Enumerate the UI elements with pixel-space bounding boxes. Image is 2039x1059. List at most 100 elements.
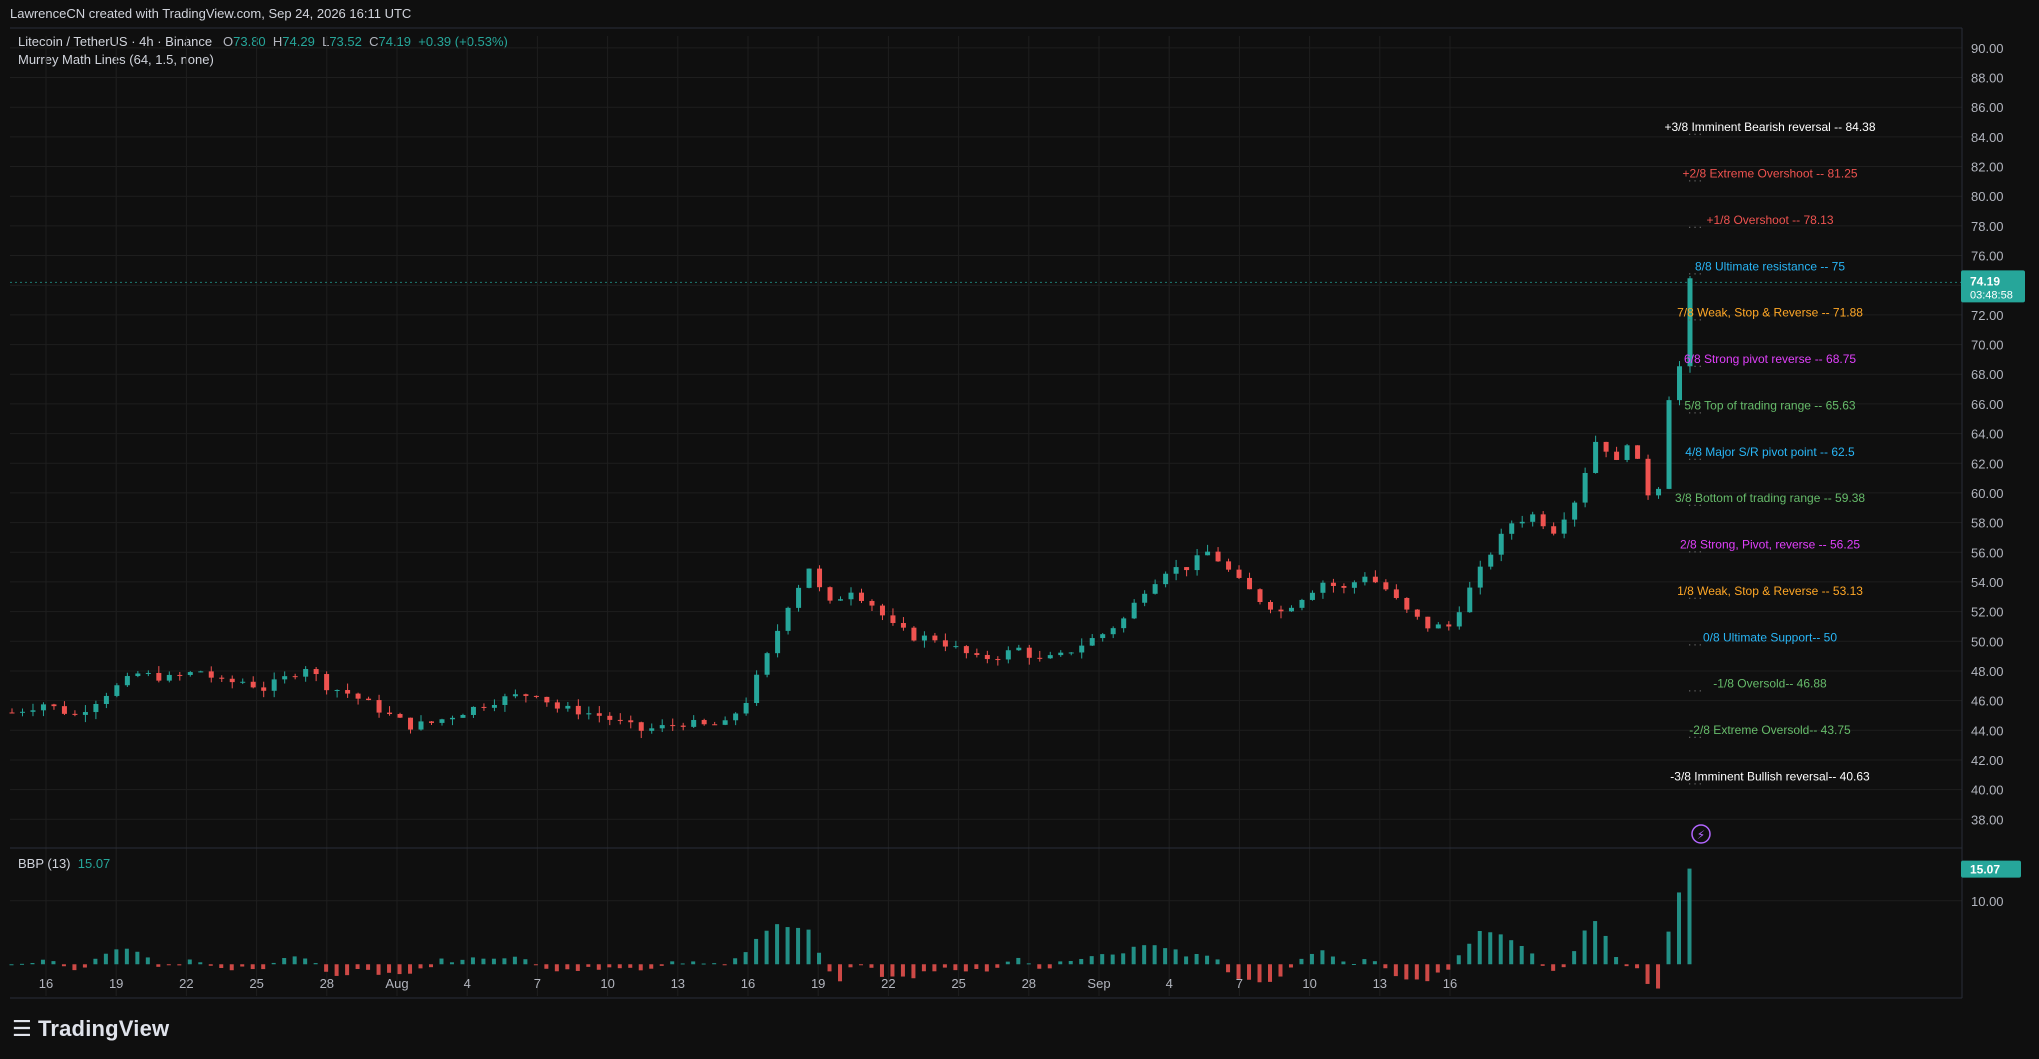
tradingview-logo-text: TradingView	[37, 1016, 170, 1041]
bbp-bar	[1540, 964, 1545, 966]
candle-body	[754, 674, 760, 703]
candle-body	[649, 728, 655, 731]
candle-body	[586, 713, 592, 715]
candle-body	[1677, 366, 1683, 401]
bbp-bar	[135, 951, 140, 965]
bbp-bar	[712, 963, 717, 965]
symbol-name[interactable]: Litecoin / TetherUS · 4h · Binance	[18, 34, 213, 49]
tradingview-logo-icon: ☰	[12, 1016, 32, 1041]
bbp-bar	[1236, 964, 1241, 979]
candle-body	[219, 677, 225, 679]
symbol-info-line: Litecoin / TetherUS · 4h · Binance O73.8…	[18, 34, 508, 49]
candle-body	[30, 710, 36, 712]
bbp-bar	[1351, 964, 1356, 966]
candle-body	[439, 719, 445, 723]
y-tick-label: 84.00	[1971, 130, 2004, 145]
bbp-bar	[733, 958, 738, 965]
bbp-bar	[775, 924, 780, 965]
murrey-line-label: 0/8 Ultimate Support-- 50	[1703, 630, 1837, 644]
last-price-text: 74.19	[1970, 274, 2000, 288]
bbp-bar	[1677, 892, 1682, 965]
bbp-bar	[303, 958, 308, 965]
candle-body	[1372, 576, 1378, 583]
x-tick-label: 25	[249, 976, 263, 991]
bbp-bar	[1435, 964, 1440, 973]
candle-body	[1561, 519, 1567, 534]
candle-body	[533, 695, 539, 697]
open-label: O	[223, 34, 234, 49]
bbp-bar	[1561, 964, 1566, 968]
candle-body	[963, 646, 969, 654]
murrey-line-label: 8/8 Ultimate resistance -- 75	[1695, 259, 1845, 273]
candle-body	[1247, 577, 1253, 590]
bbp-bar	[250, 964, 255, 970]
candle-body	[366, 698, 372, 701]
y-tick-label: 76.00	[1971, 249, 2004, 264]
candle-body	[1194, 555, 1200, 571]
murrey-dot-marker: ...	[1688, 727, 1704, 741]
bbp-bar	[198, 962, 203, 965]
bbp-bar	[1530, 953, 1535, 965]
y-tick-label: 44.00	[1971, 723, 2004, 738]
candle-body	[1572, 502, 1578, 520]
bbp-bar	[1383, 964, 1388, 969]
bbp-indicator-label[interactable]: BBP (13) 15.07	[18, 856, 110, 871]
murrey-line-label: +3/8 Imminent Bearish reversal -- 84.38	[1664, 120, 1875, 134]
y-tick-label: 54.00	[1971, 575, 2004, 590]
candle-body	[670, 725, 676, 727]
candle-body	[177, 674, 183, 676]
bbp-bar	[879, 964, 884, 977]
bbp-bar	[586, 964, 591, 967]
candle-body	[1540, 514, 1546, 527]
murrey-dot-marker: ...	[1688, 124, 1704, 138]
candle-body	[355, 693, 361, 699]
bbp-value-badge	[1961, 860, 2021, 878]
bbp-bar	[649, 964, 654, 969]
y-tick-label: 46.00	[1971, 694, 2004, 709]
candle-body	[659, 725, 665, 729]
bbp-bar	[177, 964, 182, 966]
candle-body	[607, 715, 613, 720]
candle-body	[1393, 589, 1399, 598]
candle-body	[418, 721, 424, 730]
bbp-bar	[869, 964, 874, 968]
candle-body	[229, 678, 235, 683]
bbp-bar	[1656, 964, 1661, 989]
bbp-bar	[61, 964, 66, 967]
candle-body	[1498, 533, 1504, 555]
bbp-bar	[240, 964, 245, 967]
candle-body	[166, 674, 172, 681]
candle-body	[271, 679, 277, 691]
bbp-bar	[1058, 961, 1063, 965]
candle-body	[387, 712, 393, 715]
candle-body	[324, 674, 330, 691]
bbp-bar	[838, 964, 843, 982]
chart-credit: LawrenceCN created with TradingView.com,…	[10, 6, 412, 21]
candle-body	[1058, 652, 1064, 656]
y-tick-label: 72.00	[1971, 308, 2004, 323]
bbp-bar	[942, 964, 947, 968]
candle-body	[806, 568, 812, 588]
candle-body	[879, 605, 885, 616]
bbp-bar	[229, 964, 234, 971]
murrey-dot-marker: ...	[1688, 634, 1704, 648]
bbp-bar	[1603, 935, 1608, 965]
candle-body	[82, 712, 88, 715]
bbp-bar	[1016, 957, 1021, 965]
candle-body	[135, 673, 141, 677]
candle-body	[1593, 441, 1599, 473]
candle-body	[491, 704, 497, 708]
candle-body	[429, 721, 434, 723]
candle-body	[701, 719, 707, 725]
candle-body	[1152, 584, 1158, 594]
bbp-bar	[1572, 951, 1577, 965]
bbp-bar	[1005, 961, 1010, 965]
candle-body	[187, 672, 193, 675]
candle-body	[1184, 567, 1190, 571]
bbp-bar	[408, 964, 413, 974]
high-label: H	[272, 34, 283, 49]
bbp-bar	[1288, 964, 1293, 968]
candle-body	[282, 676, 288, 680]
candle-body	[796, 587, 802, 608]
